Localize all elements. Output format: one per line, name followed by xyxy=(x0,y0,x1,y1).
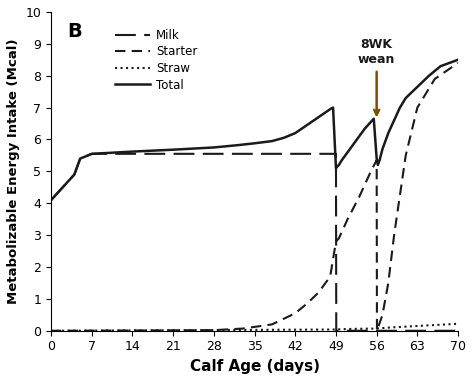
Milk xyxy=(60,185,66,190)
Total xyxy=(374,156,379,161)
Total xyxy=(71,172,77,177)
Total xyxy=(330,105,336,110)
Milk xyxy=(89,152,95,156)
Total xyxy=(377,158,382,162)
Starter xyxy=(368,169,374,174)
Starter xyxy=(356,195,362,199)
Total xyxy=(60,185,66,190)
Line: Starter: Starter xyxy=(51,63,458,331)
Line: Milk: Milk xyxy=(51,154,458,331)
Total xyxy=(336,163,342,167)
Total xyxy=(89,152,95,156)
Total xyxy=(403,96,409,100)
Milk xyxy=(71,172,77,177)
Straw xyxy=(374,326,379,331)
Starter xyxy=(327,274,333,279)
Straw xyxy=(455,322,461,326)
Starter xyxy=(380,312,385,317)
Milk xyxy=(60,185,66,190)
Milk xyxy=(71,172,77,177)
Milk xyxy=(89,152,95,156)
Total xyxy=(304,123,310,127)
Starter xyxy=(432,77,438,81)
Straw xyxy=(333,327,339,332)
Milk xyxy=(77,156,83,161)
Total xyxy=(397,105,403,110)
Total xyxy=(356,134,362,139)
Starter xyxy=(269,322,275,327)
Starter xyxy=(333,239,339,244)
Legend: Milk, Starter, Straw, Total: Milk, Starter, Straw, Total xyxy=(110,24,202,96)
Total xyxy=(327,107,333,112)
Starter xyxy=(414,105,420,110)
Line: Total: Total xyxy=(51,60,458,200)
Starter xyxy=(339,230,345,234)
Total xyxy=(48,198,54,202)
Total xyxy=(252,141,257,146)
Total xyxy=(315,115,321,120)
Starter xyxy=(374,328,380,333)
Straw xyxy=(385,325,391,330)
Total xyxy=(292,131,298,135)
Total xyxy=(334,164,340,169)
Text: B: B xyxy=(67,21,82,40)
Y-axis label: Metabolizable Energy Intake (Mcal): Metabolizable Energy Intake (Mcal) xyxy=(7,38,20,304)
Straw xyxy=(48,328,54,333)
Starter xyxy=(292,311,298,315)
Total xyxy=(234,143,240,147)
X-axis label: Calf Age (days): Calf Age (days) xyxy=(190,359,320,374)
Total xyxy=(438,64,444,69)
Total xyxy=(170,147,176,152)
Starter xyxy=(48,328,54,333)
Total xyxy=(368,120,374,124)
Starter xyxy=(345,217,350,221)
Line: Straw: Straw xyxy=(51,324,458,331)
Milk xyxy=(333,152,339,156)
Total xyxy=(281,136,287,140)
Milk xyxy=(77,156,83,161)
Starter xyxy=(403,153,409,158)
Total xyxy=(426,74,432,78)
Total xyxy=(391,118,397,123)
Total xyxy=(371,117,377,121)
Total xyxy=(350,142,356,147)
Total xyxy=(333,166,339,170)
Total xyxy=(269,139,275,143)
Milk xyxy=(455,328,461,333)
Milk xyxy=(48,198,54,202)
Total xyxy=(375,163,381,167)
Total xyxy=(71,172,77,177)
Starter xyxy=(240,326,246,331)
Milk xyxy=(333,328,339,333)
Starter xyxy=(455,61,461,65)
Milk xyxy=(48,198,54,202)
Starter xyxy=(211,328,217,333)
Starter xyxy=(336,236,342,241)
Straw xyxy=(350,327,356,331)
Total xyxy=(455,58,461,62)
Starter xyxy=(304,301,310,306)
Total xyxy=(77,156,83,161)
Total xyxy=(60,185,66,190)
Starter xyxy=(315,290,321,295)
Text: 8WK
wean: 8WK wean xyxy=(358,38,395,115)
Total xyxy=(48,198,54,202)
Total xyxy=(339,158,345,162)
Total xyxy=(362,126,368,131)
Total xyxy=(211,145,217,150)
Straw xyxy=(409,324,414,328)
Total xyxy=(345,150,350,155)
Starter xyxy=(391,233,397,237)
Total xyxy=(89,152,95,156)
Straw xyxy=(339,327,345,331)
Starter xyxy=(374,158,379,162)
Straw xyxy=(432,323,438,327)
Total xyxy=(130,149,135,154)
Total xyxy=(385,131,391,135)
Total xyxy=(77,156,83,161)
Total xyxy=(414,85,420,89)
Total xyxy=(380,147,385,151)
Starter xyxy=(385,281,391,285)
